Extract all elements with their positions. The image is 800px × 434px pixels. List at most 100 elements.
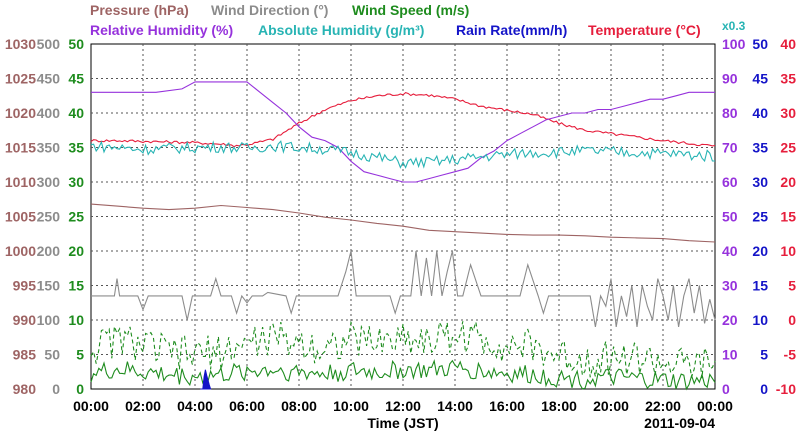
y-tick-label-wind-speed: 30: [68, 174, 84, 190]
y-tick-label-temperature: 10: [780, 243, 796, 259]
y-tick-label-pressure: 1005: [5, 209, 36, 225]
series-wind-speed-m-s: [90, 359, 716, 391]
y-tick-label-wind-speed: 5: [76, 347, 84, 363]
y-tick-label-rain: 25: [752, 209, 768, 225]
legend-scale-note: x0.3: [722, 19, 746, 33]
y-tick-label-temperature: -5: [784, 347, 797, 363]
y-tick-label-rain: 5: [760, 347, 768, 363]
y-tick-label-wind-speed: 15: [68, 278, 84, 294]
legend-wind-direction: Wind Direction (°): [211, 2, 328, 18]
x-tick-label: 22:00: [645, 398, 681, 414]
axis-tick-labels: 1030102510201015101010051000995990985980…: [5, 36, 796, 414]
y-tick-label-rain: 20: [752, 243, 768, 259]
series-temperature-c: [90, 91, 716, 148]
x-tick-label: 18:00: [541, 398, 577, 414]
legend-rain-rate: Rain Rate(mm/h): [456, 22, 567, 38]
y-tick-label-humidity: 80: [722, 105, 738, 121]
y-tick-label-rain: 0: [760, 381, 768, 397]
y-tick-label-direction: 200: [37, 243, 61, 259]
y-tick-label-pressure: 1015: [5, 140, 36, 156]
y-tick-label-humidity: 70: [722, 140, 738, 156]
y-tick-label-temperature: 35: [780, 71, 796, 87]
y-tick-label-temperature: 25: [780, 140, 796, 156]
y-tick-label-temperature: -10: [776, 381, 796, 397]
y-tick-label-temperature: 40: [780, 36, 796, 52]
y-tick-label-humidity: 100: [722, 36, 746, 52]
series-wind-speed-max: [90, 320, 716, 379]
y-tick-label-temperature: 20: [780, 174, 796, 190]
x-tick-label: 00:00: [73, 398, 109, 414]
y-tick-label-pressure: 1000: [5, 243, 36, 259]
y-tick-label-rain: 40: [752, 105, 768, 121]
x-tick-label: 02:00: [125, 398, 161, 414]
legend-temperature: Temperature (°C): [588, 22, 701, 38]
chart-date: 2011-09-04: [644, 415, 715, 431]
x-tick-label: 20:00: [593, 398, 629, 414]
y-tick-label-wind-speed: 20: [68, 243, 84, 259]
y-tick-label-direction: 100: [37, 312, 61, 328]
y-tick-label-direction: 450: [37, 71, 61, 87]
y-tick-label-humidity: 10: [722, 347, 738, 363]
y-tick-label-temperature: 15: [780, 209, 796, 225]
legend-pressure: Pressure (hPa): [90, 2, 189, 18]
y-tick-label-rain: 30: [752, 174, 768, 190]
y-tick-label-humidity: 40: [722, 243, 738, 259]
y-tick-label-wind-speed: 0: [76, 381, 84, 397]
x-tick-label: 12:00: [385, 398, 421, 414]
x-tick-label: 16:00: [489, 398, 525, 414]
y-tick-label-pressure: 1020: [5, 105, 36, 121]
y-tick-label-direction: 500: [37, 36, 61, 52]
series-relative-humidity: [91, 81, 715, 183]
y-tick-label-humidity: 90: [722, 71, 738, 87]
y-tick-label-wind-speed: 45: [68, 71, 84, 87]
x-axis-title: Time (JST): [367, 415, 438, 431]
legend-absolute-humidity: Absolute Humidity (g/m³): [258, 22, 424, 38]
y-tick-label-temperature: 5: [788, 278, 796, 294]
y-tick-label-direction: 300: [37, 174, 61, 190]
series-pressure-hpa: [90, 203, 716, 243]
y-tick-label-rain: 10: [752, 312, 768, 328]
y-tick-label-rain: 50: [752, 36, 768, 52]
x-tick-label: 10:00: [333, 398, 369, 414]
y-tick-label-humidity: 50: [722, 209, 738, 225]
y-tick-label-wind-speed: 40: [68, 105, 84, 121]
y-tick-label-pressure: 990: [13, 312, 37, 328]
y-tick-label-wind-speed: 10: [68, 312, 84, 328]
y-tick-label-pressure: 980: [13, 381, 37, 397]
y-tick-label-rain: 35: [752, 140, 768, 156]
y-tick-label-pressure: 1010: [5, 174, 36, 190]
y-tick-label-pressure: 985: [13, 347, 37, 363]
y-tick-label-humidity: 60: [722, 174, 738, 190]
y-tick-label-direction: 400: [37, 105, 61, 121]
y-tick-label-direction: 0: [52, 381, 60, 397]
y-tick-label-humidity: 30: [722, 278, 738, 294]
y-tick-label-direction: 250: [37, 209, 61, 225]
y-tick-label-pressure: 995: [13, 278, 37, 294]
y-tick-label-pressure: 1030: [5, 36, 36, 52]
y-tick-label-rain: 15: [752, 278, 768, 294]
series-absolute-humidity-g-m: [90, 140, 715, 169]
series-layer: [90, 81, 716, 391]
y-tick-label-direction: 350: [37, 140, 61, 156]
y-tick-label-temperature: 0: [788, 312, 796, 328]
y-tick-label-temperature: 30: [780, 105, 796, 121]
series-rain-rate-mm-h: [200, 369, 212, 390]
y-tick-label-direction: 50: [44, 347, 60, 363]
y-tick-label-rain: 45: [752, 71, 768, 87]
y-tick-label-wind-speed: 25: [68, 209, 84, 225]
x-tick-label: 08:00: [281, 398, 317, 414]
x-tick-label: 14:00: [437, 398, 473, 414]
y-tick-label-pressure: 1025: [5, 71, 36, 87]
series-wind-direction: [91, 250, 716, 327]
y-tick-label-humidity: 20: [722, 312, 738, 328]
y-tick-label-direction: 150: [37, 278, 61, 294]
y-tick-label-humidity: 0: [722, 381, 730, 397]
y-tick-label-wind-speed: 50: [68, 36, 84, 52]
legend-relative-humidity: Relative Humidity (%): [90, 22, 233, 38]
x-tick-label: 04:00: [177, 398, 213, 414]
x-tick-label: 06:00: [229, 398, 265, 414]
legend-wind-speed: Wind Speed (m/s): [352, 2, 469, 18]
y-tick-label-wind-speed: 35: [68, 140, 84, 156]
x-tick-label: 00:00: [697, 398, 733, 414]
